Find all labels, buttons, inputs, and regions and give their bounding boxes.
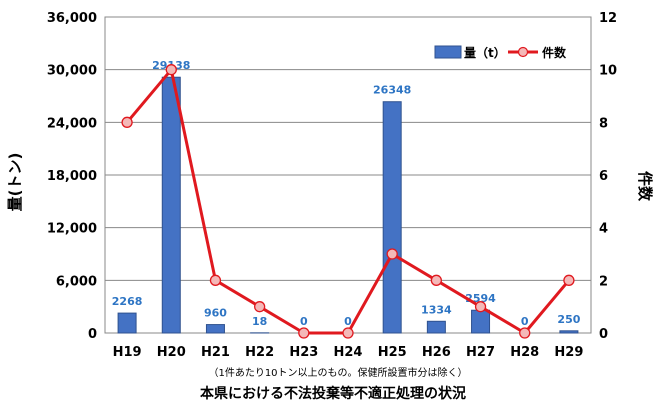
- x-tick-label: H23: [289, 345, 318, 360]
- bar: [382, 101, 402, 334]
- x-tick-label: H22: [245, 345, 274, 360]
- right-tick-label: 12: [599, 11, 617, 26]
- legend-line-marker: [517, 46, 529, 58]
- bar-data-label: 18: [252, 315, 267, 328]
- right-tick-label: 8: [599, 116, 608, 131]
- line-marker: [386, 248, 398, 260]
- line-marker: [430, 274, 443, 286]
- right-axis-ticks: 0 2 4 6 8 10 12: [599, 11, 617, 342]
- line-series: [121, 64, 575, 339]
- right-tick-label: 0: [599, 327, 608, 342]
- left-tick-label: 12,000: [47, 222, 97, 237]
- x-tick-label: H27: [466, 345, 495, 360]
- line-marker: [474, 301, 487, 313]
- bar: [471, 309, 491, 334]
- right-tick-label: 6: [599, 169, 608, 184]
- bar-data-label: 0: [300, 315, 308, 328]
- x-tick-label: H20: [157, 345, 186, 360]
- bar-data-label: 2268: [112, 295, 143, 308]
- line-marker: [342, 327, 354, 339]
- line-marker: [563, 274, 575, 286]
- left-tick-label: 36,000: [47, 11, 97, 26]
- x-axis-ticks: H19 H20 H21 H22 H23 H24 H25 H26 H27 H28 H29: [113, 345, 584, 360]
- bar-data-label: 1334: [421, 303, 452, 316]
- x-tick-label: H19: [113, 345, 142, 360]
- bar-data-label: 0: [521, 315, 529, 328]
- legend-bar-swatch: [434, 45, 462, 59]
- bar-series: [117, 76, 579, 334]
- bar-data-label: 26348: [373, 84, 411, 97]
- bar-data-label: 960: [204, 307, 227, 320]
- left-tick-label: 24,000: [47, 116, 97, 131]
- bar: [117, 312, 137, 334]
- left-tick-label: 30,000: [47, 64, 97, 79]
- right-tick-label: 2: [599, 274, 608, 289]
- bar-data-label: 250: [557, 313, 580, 326]
- bar: [161, 76, 181, 334]
- chart-caption: 本県における不法投棄等不適正処理の状況: [200, 385, 466, 402]
- legend-bar-label: 量（t）: [464, 45, 506, 60]
- right-tick-label: 10: [599, 64, 617, 79]
- chart-note: （1件あたり10トン以上のもの。保健所設置市分は除く）: [208, 366, 467, 379]
- legend: 量（t） 件数: [434, 45, 567, 60]
- line-path: [125, 68, 571, 335]
- line-marker: [121, 116, 133, 128]
- gridlines: [105, 69, 591, 281]
- x-tick-label: H25: [378, 345, 407, 360]
- line-marker: [298, 327, 310, 339]
- left-axis-title: 量(トン): [6, 153, 24, 212]
- x-tick-label: H29: [554, 345, 583, 360]
- x-tick-label: H26: [422, 345, 451, 360]
- bar: [559, 330, 579, 334]
- bar-data-label: 0: [344, 315, 352, 328]
- left-tick-label: 0: [88, 327, 97, 342]
- x-tick-label: H24: [334, 345, 363, 360]
- legend-line-label: 件数: [542, 45, 567, 60]
- line-marker: [519, 327, 531, 339]
- bar: [205, 324, 225, 334]
- left-axis-ticks: 0 6,000 12,000 18,000 24,000 30,000 36,000: [47, 11, 97, 342]
- left-tick-label: 18,000: [47, 169, 97, 184]
- x-tick-label: H28: [510, 345, 539, 360]
- line-marker: [165, 64, 177, 76]
- x-tick-label: H21: [201, 345, 230, 360]
- left-tick-label: 6,000: [56, 274, 97, 289]
- bar: [426, 320, 446, 334]
- bar-data-labels: 226829138960180026348133425940250: [112, 59, 581, 328]
- line-marker: [253, 301, 266, 313]
- line-marker: [209, 274, 222, 286]
- right-tick-label: 4: [599, 222, 608, 237]
- right-axis-title: 件数: [636, 171, 654, 202]
